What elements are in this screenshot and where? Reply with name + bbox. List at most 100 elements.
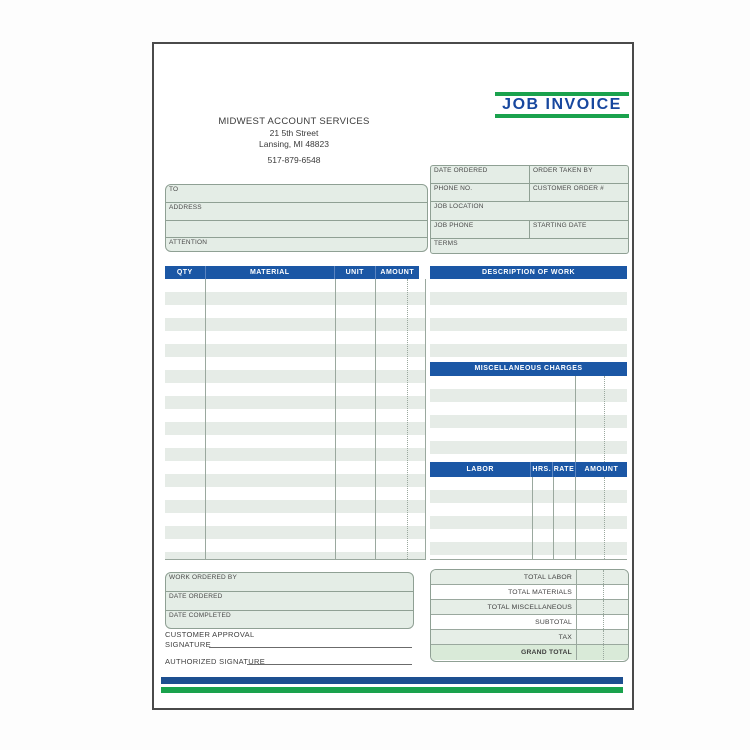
job-phone-cell: JOB PHONE	[431, 221, 529, 238]
bottom-green-bar	[161, 687, 623, 693]
labor-amount-header: AMOUNT	[574, 462, 627, 477]
bottom-blue-bar	[161, 677, 623, 684]
job-location-label: JOB LOCATION	[434, 203, 484, 210]
order-info-box: DATE ORDERED ORDER TAKEN BY PHONE NO. CU…	[430, 165, 629, 254]
material-header: MATERIAL	[204, 266, 334, 279]
customer-order-cell: CUSTOMER ORDER #	[529, 184, 628, 201]
to-label: TO	[169, 186, 179, 193]
date-completed-row: DATE COMPLETED	[166, 611, 413, 628]
grand-total-row: GRAND TOTAL	[431, 645, 628, 660]
starting-date-cell: STARTING DATE	[529, 221, 628, 238]
bill-to-box: TO ADDRESS ATTENTION	[165, 184, 428, 252]
logo-green-bar-bottom	[495, 114, 629, 118]
tax-cents-cell	[603, 630, 628, 644]
qty-column-divider	[205, 279, 206, 559]
subtotal-cents-cell	[603, 615, 628, 629]
amount-cents-dotted-divider	[407, 279, 408, 559]
total-materials-cents-cell	[603, 585, 628, 599]
qty-header: QTY	[176, 269, 193, 276]
invoice-form-sheet: MIDWEST ACCOUNT SERVICES 21 5th Street L…	[152, 42, 634, 710]
description-body	[430, 279, 627, 362]
total-labor-label: TOTAL LABOR	[523, 574, 572, 581]
rate-header: RATE	[552, 462, 575, 477]
customer-order-label: CUSTOMER ORDER #	[533, 185, 604, 192]
description-header-bar: DESCRIPTION OF WORK	[430, 266, 627, 279]
misc-charges-body	[430, 376, 627, 462]
to-row: TO	[166, 185, 427, 203]
total-materials-label: TOTAL MATERIALS	[508, 589, 572, 596]
total-misc-cents-cell	[603, 600, 628, 614]
customer-signature-line	[209, 639, 412, 648]
attention-row: ATTENTION	[166, 238, 427, 251]
authorized-signature-label: AUTHORIZED SIGNATURE	[165, 657, 266, 666]
attention-label: ATTENTION	[169, 239, 208, 246]
rate-amount-divider	[575, 477, 576, 559]
customer-approval-label: CUSTOMER APPROVAL	[165, 630, 255, 639]
total-labor-row: TOTAL LABOR	[431, 570, 628, 585]
job-invoice-logo: JOB INVOICE	[495, 92, 629, 118]
order-row-4: JOB PHONE STARTING DATE	[431, 221, 628, 239]
total-materials-amount-cell	[576, 585, 603, 599]
authorized-signature-line	[247, 656, 412, 665]
total-misc-label: TOTAL MISCELLANEOUS	[487, 604, 572, 611]
description-header: DESCRIPTION OF WORK	[481, 269, 576, 276]
work-ordered-by-row: WORK ORDERED BY	[166, 573, 413, 592]
subtotal-row: SUBTOTAL	[431, 615, 628, 630]
labor-hrs-divider	[532, 477, 533, 559]
blank-address-row	[166, 221, 427, 238]
order-row-1: DATE ORDERED ORDER TAKEN BY	[431, 166, 628, 184]
unit-header: UNIT	[334, 266, 375, 279]
total-misc-amount-cell	[576, 600, 603, 614]
totals-box: TOTAL LABOR TOTAL MATERIALS TOTAL MISCEL…	[430, 569, 629, 662]
total-labor-amount-cell	[576, 570, 603, 584]
total-misc-row: TOTAL MISCELLANEOUS	[431, 600, 628, 615]
grand-total-label: GRAND TOTAL	[520, 649, 572, 656]
grand-total-amount-cell	[576, 645, 603, 660]
company-address-line1: 21 5th Street	[269, 128, 319, 138]
date-ordered-bottom-label: DATE ORDERED	[169, 593, 223, 600]
date-ordered-cell: DATE ORDERED	[431, 166, 529, 183]
order-taken-by-label: ORDER TAKEN BY	[533, 167, 593, 174]
labor-body	[430, 477, 627, 560]
materials-table-body	[165, 279, 426, 560]
order-row-2: PHONE NO. CUSTOMER ORDER #	[431, 184, 628, 202]
tax-row: TAX	[431, 630, 628, 645]
labor-header: LABOR	[466, 466, 494, 473]
company-phone: 517-879-6548	[267, 155, 321, 165]
job-phone-label: JOB PHONE	[434, 222, 474, 229]
labor-header-bar: LABOR HRS. RATE AMOUNT	[430, 462, 627, 477]
tax-label: TAX	[558, 634, 572, 641]
subtotal-amount-cell	[576, 615, 603, 629]
material-column-divider	[335, 279, 336, 559]
starting-date-label: STARTING DATE	[533, 222, 587, 229]
address-row: ADDRESS	[166, 203, 427, 221]
company-block: MIDWEST ACCOUNT SERVICES 21 5th Street L…	[194, 116, 394, 165]
hrs-rate-divider	[553, 477, 554, 559]
misc-amount-divider	[575, 376, 576, 462]
signature-label: SIGNATURE	[165, 640, 211, 649]
work-ordered-by-label: WORK ORDERED BY	[169, 574, 238, 581]
company-address-line2: Lansing, MI 48823	[259, 139, 329, 149]
misc-charges-header-bar: MISCELLANEOUS CHARGES	[430, 362, 627, 376]
hrs-header: HRS.	[530, 462, 552, 477]
date-ordered-row: DATE ORDERED	[166, 592, 413, 611]
phone-no-cell: PHONE NO.	[431, 184, 529, 201]
date-ordered-label: DATE ORDERED	[434, 167, 488, 174]
misc-charges-header: MISCELLANEOUS CHARGES	[474, 365, 583, 372]
work-order-box: WORK ORDERED BY DATE ORDERED DATE COMPLE…	[165, 572, 414, 629]
logo-green-bar-top	[495, 92, 629, 96]
phone-no-label: PHONE NO.	[434, 185, 473, 192]
materials-header-bar: QTY MATERIAL UNIT AMOUNT	[165, 266, 419, 279]
terms-row: TERMS	[431, 239, 628, 253]
tax-amount-cell	[576, 630, 603, 644]
total-labor-cents-cell	[603, 570, 628, 584]
unit-column-divider	[375, 279, 376, 559]
logo-title: JOB INVOICE	[502, 96, 622, 113]
labor-cents-dotted-divider	[604, 477, 605, 559]
grand-total-cents-cell	[603, 645, 628, 660]
misc-cents-dotted-divider	[604, 376, 605, 462]
terms-label: TERMS	[434, 240, 458, 247]
subtotal-label: SUBTOTAL	[535, 619, 572, 626]
address-label: ADDRESS	[169, 204, 202, 211]
